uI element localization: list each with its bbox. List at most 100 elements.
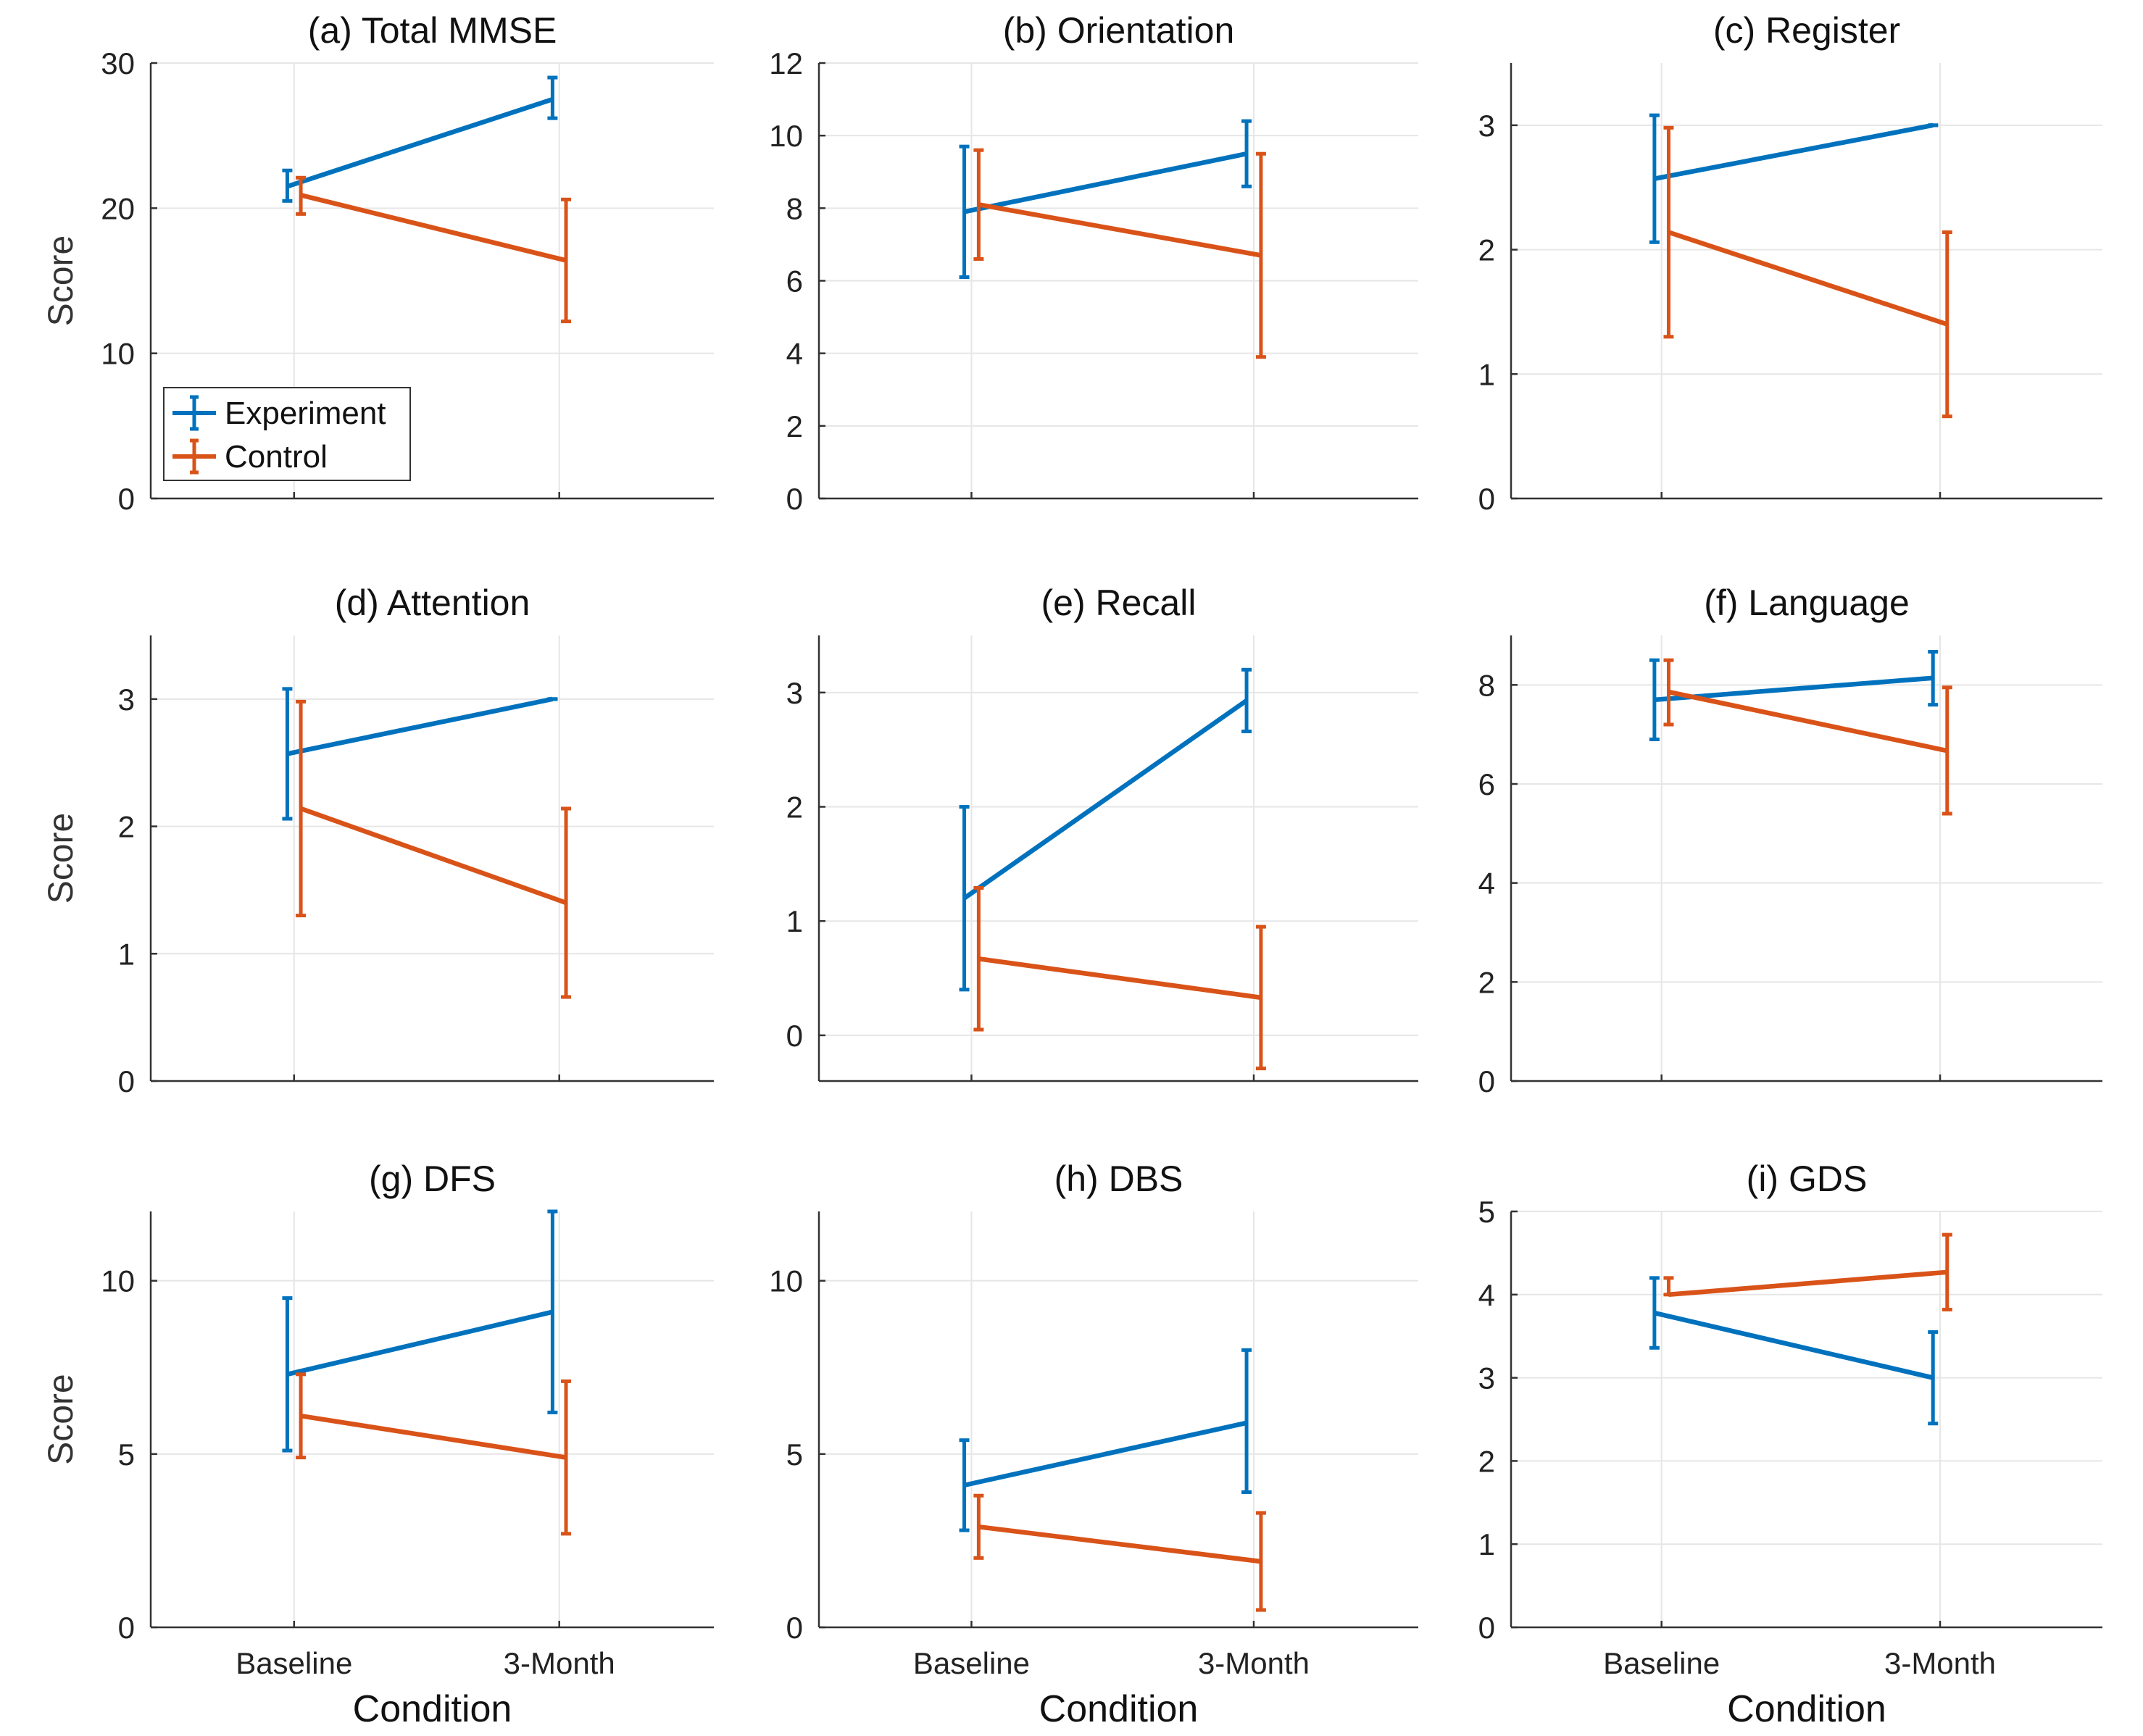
- panel-7: 0 5 10 Baseline 3-Month (g) DFS Score Condition: [42, 1159, 714, 1730]
- legend-item-experiment: Experiment: [172, 395, 386, 431]
- series-experiment: [282, 75, 558, 203]
- x-axis-label: Condition: [1727, 1688, 1886, 1730]
- y-tick-label: 6: [1478, 767, 1495, 801]
- y-tick-label: 0: [118, 1611, 135, 1645]
- data-point: [1653, 698, 1655, 701]
- y-tick-label: 0: [1478, 1611, 1495, 1645]
- y-tick-label: 8: [786, 191, 803, 225]
- y-tick-label: 3: [1478, 109, 1495, 143]
- y-tick-label: 10: [101, 337, 135, 371]
- y-tick-label: 2: [118, 810, 135, 844]
- series-line: [286, 96, 554, 189]
- series-line: [963, 151, 1247, 214]
- x-tick-label: Baseline: [1603, 1646, 1720, 1680]
- series-line: [1654, 122, 1934, 181]
- series-experiment: [282, 687, 558, 821]
- data-point: [565, 1456, 567, 1459]
- y-axis-label: Score: [42, 1374, 80, 1464]
- panel-5: 0 1 2 3 (e) Recall: [786, 583, 1418, 1082]
- series-line: [300, 1414, 567, 1460]
- data-point: [300, 807, 302, 809]
- data-point: [1260, 1561, 1262, 1563]
- data-point: [1653, 178, 1655, 180]
- y-tick-label: 0: [118, 482, 135, 516]
- y-axis-label: Score: [42, 813, 80, 904]
- data-point: [286, 753, 288, 755]
- x-axis-label: Condition: [1039, 1688, 1199, 1730]
- data-point: [300, 194, 302, 196]
- y-tick-label: 10: [769, 1264, 803, 1298]
- y-tick-label: 0: [1478, 482, 1495, 516]
- y-tick-label: 10: [769, 119, 803, 153]
- y-tick-label: 2: [786, 409, 803, 443]
- x-tick-label: 3-Month: [504, 1646, 615, 1680]
- chart-title: (h) DBS: [1054, 1159, 1183, 1199]
- y-tick-label: 5: [1478, 1195, 1495, 1229]
- y-tick-label: 30: [101, 46, 135, 80]
- series-line: [963, 1420, 1247, 1488]
- y-tick-label: 2: [1478, 1444, 1495, 1478]
- y-tick-label: 5: [786, 1437, 803, 1472]
- y-tick-label: 2: [1478, 233, 1495, 267]
- panel-2: 0 2 4 6 8 10 12 (b) Orientation: [769, 10, 1418, 516]
- data-point: [1246, 1422, 1248, 1424]
- series-line: [299, 806, 567, 906]
- x-tick-label: 3-Month: [1884, 1646, 1996, 1680]
- y-tick-label: 2: [1478, 965, 1495, 999]
- chart-title: (d) Attention: [335, 583, 530, 623]
- y-tick-label: 1: [1478, 357, 1495, 391]
- x-tick-label: Baseline: [913, 1646, 1030, 1680]
- series-line: [1668, 1269, 1948, 1298]
- y-tick-label: 2: [786, 790, 803, 825]
- data-point: [1668, 231, 1670, 233]
- series-line: [300, 193, 567, 263]
- data-point: [1946, 323, 1948, 325]
- data-point: [1260, 254, 1262, 256]
- data-point: [978, 204, 980, 206]
- y-tick-label: 12: [769, 46, 803, 80]
- panel-9: 0 1 2 3 4 5 Baseline 3-Month (i) GDS Condition: [1478, 1159, 2102, 1730]
- series-line: [1668, 230, 1948, 327]
- data-point: [286, 1373, 288, 1375]
- y-tick-label: 20: [101, 191, 135, 225]
- data-point: [1946, 1271, 1948, 1273]
- data-point: [978, 1526, 980, 1528]
- data-point: [1668, 690, 1670, 693]
- data-point: [552, 698, 554, 700]
- series-experiment: [1649, 113, 1939, 244]
- y-tick-label: 10: [101, 1264, 135, 1298]
- series-control: [296, 175, 572, 324]
- data-point: [1260, 996, 1262, 998]
- chart-title: (i) GDS: [1747, 1159, 1868, 1199]
- y-tick-label: 1: [118, 937, 135, 971]
- series-line: [978, 956, 1262, 1001]
- chart-title: (a) Total MMSE: [308, 10, 557, 51]
- x-axis-label: Condition: [353, 1688, 512, 1730]
- panel-8: 0 5 10 Baseline 3-Month (h) DBS Condition: [769, 1159, 1418, 1730]
- series-control: [1663, 1232, 1952, 1311]
- series-control: [1663, 125, 1952, 419]
- data-point: [1932, 124, 1934, 126]
- series-line: [978, 202, 1262, 258]
- series-line: [1668, 689, 1948, 754]
- data-point: [963, 1484, 965, 1486]
- y-tick-label: 1: [786, 904, 803, 938]
- y-tick-label: 1: [1478, 1527, 1495, 1561]
- data-point: [1932, 1377, 1934, 1379]
- series-experiment: [959, 667, 1252, 992]
- series-line: [978, 1524, 1262, 1564]
- data-point: [1932, 677, 1934, 679]
- series-control: [973, 886, 1266, 1071]
- y-tick-label: 3: [786, 676, 803, 710]
- y-tick-label: 4: [1478, 867, 1495, 901]
- data-point: [978, 958, 980, 960]
- legend: Experiment Control: [163, 387, 411, 481]
- data-point: [552, 1311, 554, 1313]
- panel-3: 0 1 2 3 (c) Register: [1478, 10, 2102, 516]
- y-tick-label: 6: [786, 264, 803, 299]
- panel-1: 0 10 20 30 (a) Total MMSE Score Experiment Cont…: [42, 10, 714, 516]
- panel-6: 0 2 4 6 8 (f) Language: [1478, 583, 2102, 1098]
- series-line: [286, 696, 554, 756]
- data-point: [1653, 1312, 1655, 1314]
- data-point: [1246, 699, 1248, 701]
